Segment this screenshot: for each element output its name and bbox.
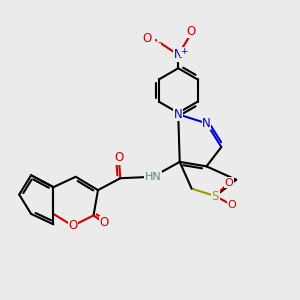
Text: O: O — [68, 219, 77, 232]
Text: S: S — [212, 190, 219, 202]
Text: -: - — [157, 37, 161, 47]
Text: HN: HN — [145, 172, 161, 182]
Text: O: O — [114, 151, 123, 164]
Text: O: O — [224, 178, 233, 188]
Text: O: O — [142, 32, 152, 45]
Text: N: N — [174, 108, 183, 121]
Text: O: O — [99, 216, 109, 229]
Text: +: + — [180, 47, 188, 56]
Text: N: N — [174, 48, 183, 62]
Text: N: N — [202, 117, 211, 130]
Text: O: O — [186, 25, 195, 38]
Text: O: O — [227, 200, 236, 210]
